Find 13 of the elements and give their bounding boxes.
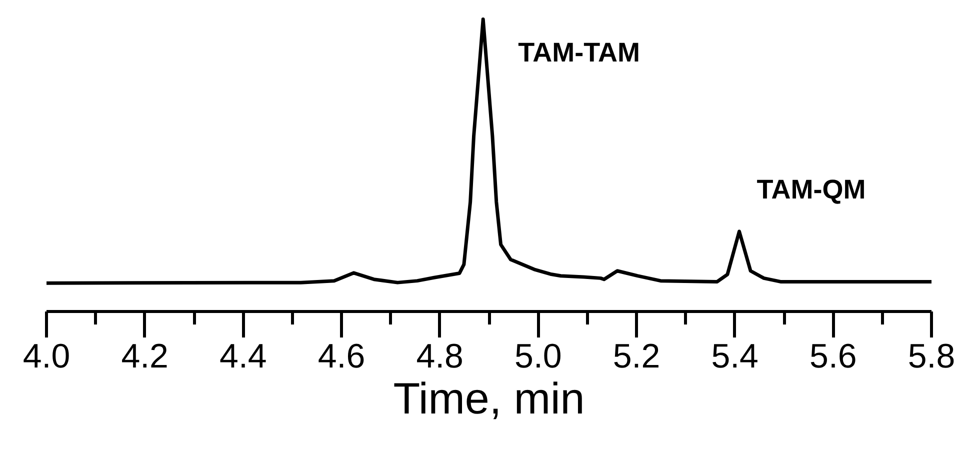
- x-tick-label: 5.6: [810, 338, 857, 376]
- x-axis-title: Time, min: [393, 374, 585, 424]
- x-tick-label: 4.6: [318, 338, 366, 376]
- x-tick-label: 4.2: [121, 338, 168, 376]
- x-tick-label: 5.2: [612, 338, 660, 376]
- x-tick-label: 5.8: [908, 338, 956, 376]
- x-tick-label: 4.0: [22, 338, 70, 376]
- x-tick-label: 4.4: [220, 338, 267, 376]
- x-tick-label: 5.0: [514, 338, 562, 376]
- x-tick-label: 4.8: [416, 338, 464, 376]
- x-tick-label: 5.4: [711, 338, 758, 376]
- annotation: TAM-TAM: [518, 37, 640, 68]
- annotation: TAM-QM: [756, 174, 866, 204]
